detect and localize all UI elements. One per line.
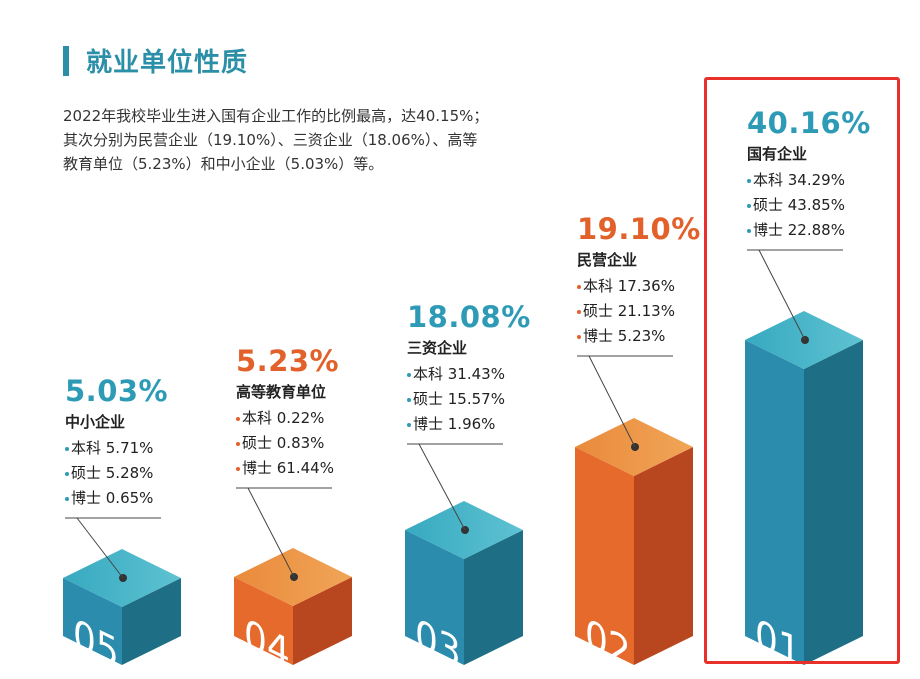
bar-front-face (234, 577, 293, 665)
leader-diagonal (247, 487, 295, 578)
bar-info-block: 5.03% 中小企业本科 5.71% 硕士 5.28% 博士 0.65% (65, 374, 168, 511)
highlight-box (704, 77, 900, 664)
degree-breakdown-item: 本科 17.36% (577, 274, 701, 299)
degree-breakdown-item: 博士 0.65% (65, 486, 168, 511)
bullet-dot-icon (407, 372, 411, 377)
bar-front-face (575, 447, 634, 665)
bullet-dot-icon (236, 416, 240, 421)
breakdown-text: 硕士 43.85% (753, 196, 845, 214)
breakdown-text: 本科 17.36% (583, 277, 675, 295)
degree-breakdown-item: 本科 34.29% (747, 168, 871, 193)
degree-breakdown-item: 博士 22.88% (747, 218, 871, 243)
value-label: 19.10% (577, 212, 701, 246)
bullet-dot-icon (65, 446, 69, 451)
bullet-dot-icon (407, 422, 411, 427)
degree-breakdown-item: 本科 31.43% (407, 362, 531, 387)
bar-info-block: 19.10% 民营企业本科 17.36% 硕士 21.13% 博士 5.23% (577, 212, 701, 349)
bullet-dot-icon (65, 471, 69, 476)
bar-side-face (634, 447, 693, 665)
degree-breakdown-item: 博士 61.44% (236, 456, 339, 481)
breakdown-text: 硕士 0.83% (242, 434, 325, 452)
value-label: 40.16% (747, 106, 871, 140)
value-label: 5.03% (65, 374, 169, 408)
breakdown-text: 硕士 15.57% (413, 390, 505, 408)
intro-line-2: 其次分别为民营企业（19.10%）、三资企业（18.06%）、高等 (63, 131, 478, 149)
bullet-dot-icon (236, 466, 240, 471)
bullet-dot-icon (747, 203, 751, 208)
category-label: 国有企业 (747, 145, 808, 163)
breakdown-text: 博士 5.23% (583, 327, 666, 345)
category-label: 民营企业 (577, 251, 638, 269)
category-label: 中小企业 (65, 413, 126, 431)
degree-breakdown-item: 硕士 21.13% (577, 299, 701, 324)
breakdown-text: 硕士 5.28% (71, 464, 154, 482)
intro-line-3: 教育单位（5.23%）和中小企业（5.03%）等。 (63, 155, 384, 173)
bar-side-face (464, 530, 523, 665)
bullet-dot-icon (236, 441, 240, 446)
bullet-dot-icon (747, 178, 751, 183)
bullet-dot-icon (65, 496, 69, 501)
degree-breakdown-item: 硕士 0.83% (236, 431, 339, 456)
bar-front-face (405, 530, 464, 665)
breakdown-text: 硕士 21.13% (583, 302, 675, 320)
bullet-dot-icon (577, 334, 581, 339)
bullet-dot-icon (747, 228, 751, 233)
bar-info-block: 40.16% 国有企业本科 34.29% 硕士 43.85% 博士 22.88% (747, 106, 871, 243)
leader-diagonal (758, 249, 806, 341)
breakdown-text: 本科 31.43% (413, 365, 505, 383)
title-accent-bar (63, 46, 69, 76)
value-label: 5.23% (236, 344, 340, 378)
degree-breakdown-item: 硕士 15.57% (407, 387, 531, 412)
leader-diagonal (76, 517, 124, 579)
degree-breakdown-item: 博士 5.23% (577, 324, 701, 349)
breakdown-text: 博士 22.88% (753, 221, 845, 239)
degree-breakdown-item: 硕士 43.85% (747, 193, 871, 218)
category-label: 三资企业 (407, 339, 468, 357)
intro-paragraph: 2022年我校毕业生进入国有企业工作的比例最高，达40.15%； 其次分别为民营… (63, 104, 553, 176)
bar-front-face (745, 340, 804, 665)
degree-breakdown-item: 硕士 5.28% (65, 461, 168, 486)
bullet-dot-icon (577, 309, 581, 314)
breakdown-text: 博士 61.44% (242, 459, 334, 477)
breakdown-text: 本科 5.71% (71, 439, 154, 457)
breakdown-text: 本科 0.22% (242, 409, 325, 427)
leader-diagonal (418, 443, 466, 531)
intro-line-1: 2022年我校毕业生进入国有企业工作的比例最高，达40.15%； (63, 107, 489, 125)
degree-breakdown-item: 本科 5.71% (65, 436, 168, 461)
value-label: 18.08% (407, 300, 531, 334)
bar-info-block: 18.08% 三资企业本科 31.43% 硕士 15.57% 博士 1.96% (407, 300, 531, 437)
bullet-dot-icon (577, 284, 581, 289)
breakdown-text: 本科 34.29% (753, 171, 845, 189)
bar-info-block: 5.23% 高等教育单位 本科 0.22% 硕士 0.83% 博士 61.44% (236, 344, 339, 481)
bar-side-face (293, 577, 352, 665)
breakdown-text: 博士 1.96% (413, 415, 496, 433)
page-title: 就业单位性质 (86, 48, 249, 78)
category-label: 高等教育单位 (236, 383, 327, 401)
bar-side-face (804, 340, 863, 665)
degree-breakdown-item: 本科 0.22% (236, 406, 339, 431)
breakdown-text: 博士 0.65% (71, 489, 154, 507)
degree-breakdown-item: 博士 1.96% (407, 412, 531, 437)
leader-diagonal (588, 355, 636, 448)
bullet-dot-icon (407, 397, 411, 402)
